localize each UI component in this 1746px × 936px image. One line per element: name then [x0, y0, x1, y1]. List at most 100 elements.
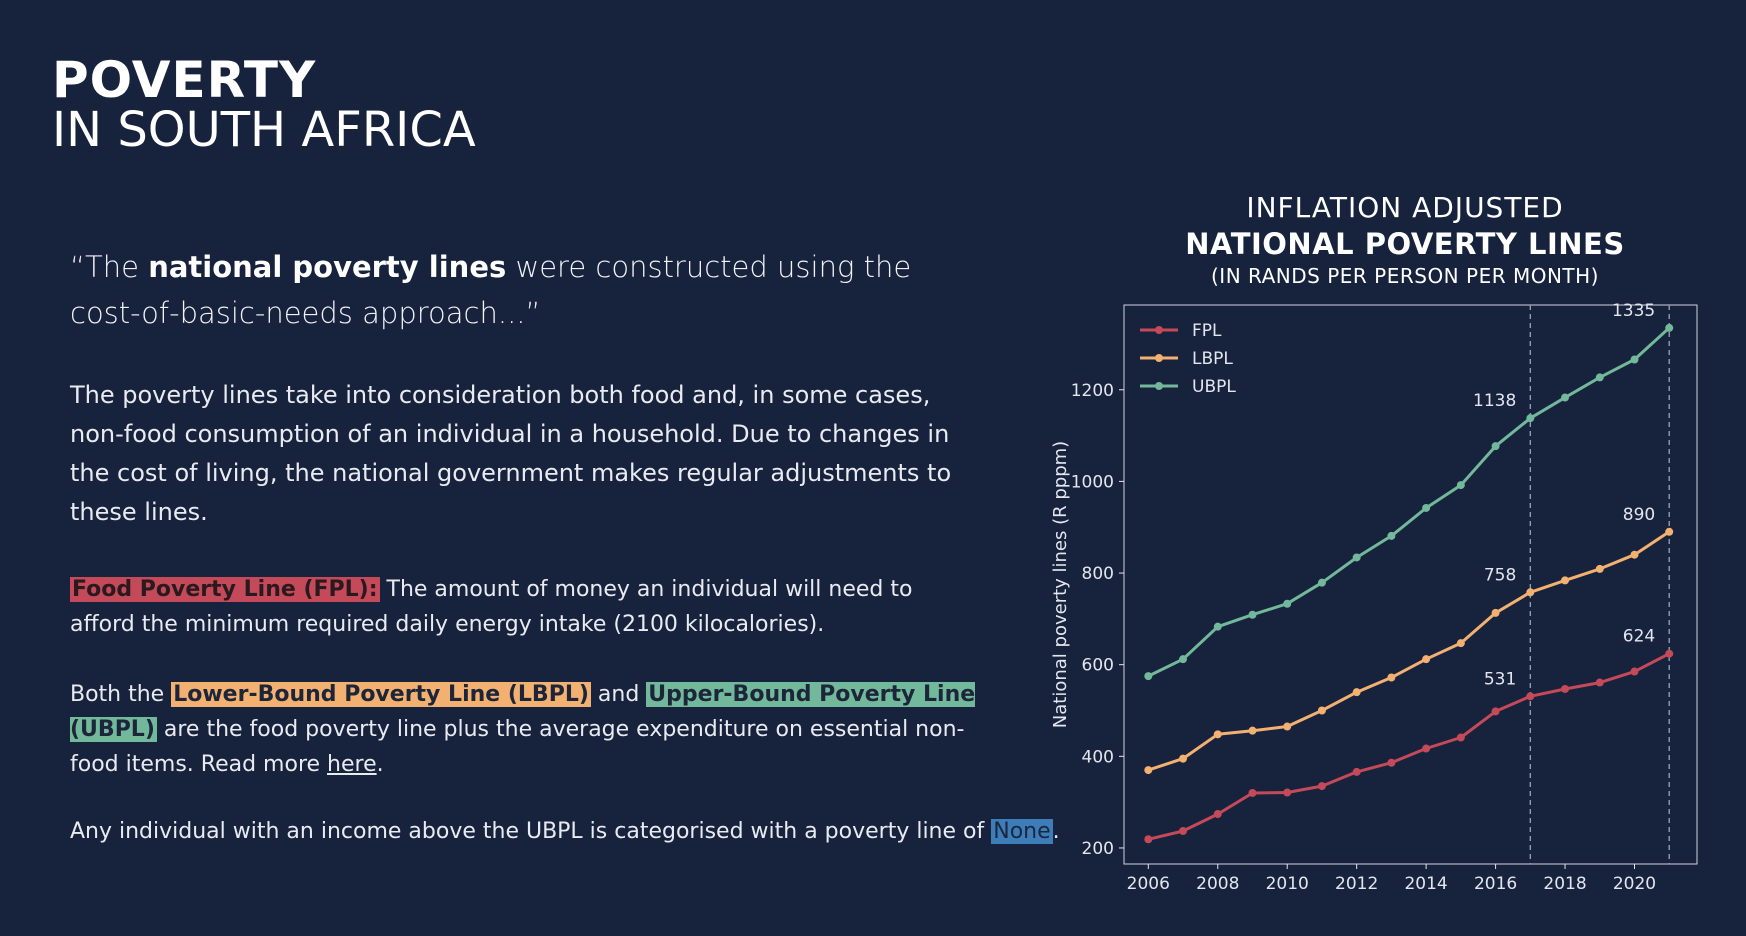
data-point-lbpl [1665, 527, 1674, 536]
data-point-ubpl [1630, 355, 1639, 364]
data-point-fpl [1213, 810, 1222, 819]
data-point-fpl [1665, 649, 1674, 658]
data-point-lbpl [1630, 550, 1639, 559]
data-point-ubpl [1352, 553, 1361, 562]
data-point-ubpl [1213, 622, 1222, 631]
data-label: 1138 [1473, 391, 1516, 411]
series-line-ubpl [1147, 326, 1671, 678]
data-point-fpl [1595, 678, 1604, 687]
data-point-ubpl [1144, 672, 1153, 681]
fpl-definition-text: The amount of money an individual will n… [70, 577, 913, 637]
quote-open: “The [70, 250, 149, 284]
data-point-fpl [1352, 767, 1361, 776]
data-point-lbpl [1491, 608, 1500, 617]
fpl-definition: Food Poverty Line (FPL): The amount of m… [70, 572, 970, 642]
data-point-fpl [1491, 707, 1500, 716]
series-line-lbpl [1147, 530, 1671, 772]
quote-block: “The national poverty lines were constru… [70, 244, 930, 336]
data-point-fpl [1144, 835, 1153, 844]
data-point-fpl [1456, 733, 1465, 742]
data-point-fpl [1630, 667, 1639, 676]
data-point-fpl [1317, 782, 1326, 791]
data-point-lbpl [1595, 564, 1604, 573]
quote-rest: were constructed using the cost-of-basic… [70, 250, 912, 330]
data-point-fpl [1248, 788, 1257, 797]
data-point-lbpl [1213, 730, 1222, 739]
x-tick-label: 2010 [1266, 874, 1309, 894]
data-point-ubpl [1283, 599, 1292, 608]
data-point-fpl [1526, 692, 1535, 701]
data-point-fpl [1422, 744, 1431, 753]
bounds-suffix: . [376, 752, 384, 777]
legend-marker-fpl [1155, 326, 1163, 334]
data-point-ubpl [1387, 531, 1396, 540]
page-subtitle: IN SOUTH AFRICA [52, 102, 476, 158]
legend-label-fpl: FPL [1192, 321, 1222, 341]
data-point-lbpl [1248, 726, 1257, 735]
y-tick-label: 1000 [1071, 472, 1114, 492]
data-point-ubpl [1561, 393, 1570, 402]
series-line-fpl [1147, 652, 1670, 841]
data-point-ubpl [1179, 655, 1188, 664]
legend-label-lbpl: LBPL [1192, 349, 1233, 369]
lbpl-highlight: Lower-Bound Poverty Line (LBPL) [171, 682, 591, 707]
data-point-lbpl [1526, 588, 1535, 597]
y-axis-label: National poverty lines (R pppm) [1050, 441, 1071, 728]
data-point-fpl [1179, 827, 1188, 836]
bounds-prefix: Both the [70, 682, 172, 707]
x-tick-label: 2008 [1196, 874, 1239, 894]
x-tick-label: 2016 [1474, 874, 1517, 894]
data-point-lbpl [1387, 673, 1396, 682]
bounds-and: and [590, 682, 647, 707]
data-point-ubpl [1317, 578, 1326, 587]
chart-title-line3: (IN RANDS PER PERSON PER MONTH) [1211, 264, 1599, 288]
data-label: 624 [1623, 627, 1655, 647]
data-point-ubpl [1665, 323, 1674, 332]
data-point-lbpl [1352, 688, 1361, 697]
read-more-link[interactable]: here [327, 752, 377, 777]
data-point-fpl [1387, 758, 1396, 767]
data-point-ubpl [1456, 481, 1465, 490]
intro-paragraph: The poverty lines take into consideratio… [70, 381, 952, 526]
data-point-lbpl [1422, 655, 1431, 664]
y-tick-label: 1200 [1071, 381, 1114, 401]
chart-title: INFLATION ADJUSTED NATIONAL POVERTY LINE… [1108, 190, 1702, 290]
fpl-highlight: Food Poverty Line (FPL): [70, 577, 380, 602]
x-tick-label: 2006 [1127, 874, 1170, 894]
category-note-suffix: . [1052, 819, 1060, 844]
data-point-lbpl [1456, 639, 1465, 648]
x-tick-label: 2012 [1335, 874, 1378, 894]
data-point-ubpl [1248, 610, 1257, 619]
chart-title-line1: INFLATION ADJUSTED [1246, 191, 1564, 224]
y-tick-label: 200 [1082, 839, 1114, 859]
x-tick-label: 2020 [1613, 874, 1656, 894]
data-point-lbpl [1561, 576, 1570, 585]
data-point-lbpl [1144, 766, 1153, 775]
y-tick-label: 600 [1082, 656, 1114, 676]
data-label: 890 [1623, 505, 1655, 525]
data-point-lbpl [1179, 754, 1188, 763]
legend-label-ubpl: UBPL [1192, 377, 1236, 397]
quote-bold: national poverty lines [148, 250, 507, 284]
bounds-definition: Both the Lower-Bound Poverty Line (LBPL)… [70, 677, 990, 782]
data-point-lbpl [1283, 722, 1292, 731]
none-highlight: None [991, 819, 1053, 844]
bounds-text: are the food poverty line plus the avera… [70, 717, 965, 777]
data-label: 531 [1484, 669, 1516, 689]
category-note: Any individual with an income above the … [70, 814, 1060, 849]
data-point-ubpl [1526, 414, 1535, 423]
legend-marker-lbpl [1155, 354, 1163, 362]
y-tick-label: 400 [1082, 747, 1114, 767]
data-point-ubpl [1422, 503, 1431, 512]
x-tick-label: 2014 [1404, 874, 1447, 894]
data-label: 1335 [1612, 301, 1655, 321]
legend-marker-ubpl [1155, 382, 1163, 390]
y-tick-label: 800 [1082, 564, 1114, 584]
data-point-ubpl [1491, 442, 1500, 451]
category-note-text: Any individual with an income above the … [70, 819, 992, 844]
plot-frame [1123, 304, 1698, 865]
data-point-fpl [1561, 684, 1570, 693]
data-label: 758 [1484, 565, 1516, 585]
page-title: POVERTY [52, 51, 317, 109]
